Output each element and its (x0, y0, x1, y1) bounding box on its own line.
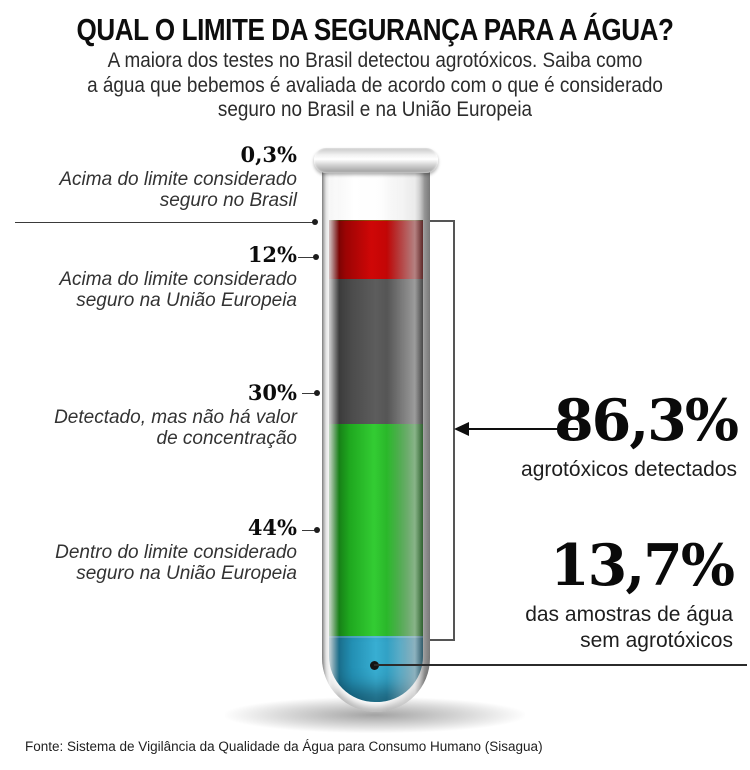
desc-within-eu-limit: Dentro do limite considerado seguro na U… (55, 542, 297, 584)
label-above-brazil-limit: 0,3% Acima do limite considerado seguro … (59, 142, 297, 211)
subtitle-line-2: a água que bebemos é avaliada de acordo … (87, 73, 663, 97)
pct-above-eu-limit: 12% (247, 242, 297, 267)
no-agrotoxics-value: 13,7% (550, 532, 735, 599)
test-tube (322, 168, 430, 712)
pointer-dot-detected (314, 390, 320, 396)
callout-line: das amostras de água (525, 603, 733, 626)
pointer-dot-eu-limit (313, 254, 319, 260)
desc-line: seguro no Brasil (159, 189, 297, 211)
subtitle-line-3: seguro no Brasil e na União Europeia (217, 98, 533, 121)
pointer-line-brazil-limit (15, 222, 314, 223)
label-within-eu-limit: 44% Dentro do limite considerado seguro … (55, 515, 297, 584)
label-above-eu-limit: 12% Acima do limite considerado seguro n… (59, 242, 297, 311)
desc-line: de concentração (156, 427, 298, 449)
source-note: Fonte: Sistema de Vigilância da Qualidad… (25, 739, 543, 754)
subtitle-line-1: A maiora dos testes no Brasil detectou a… (107, 49, 643, 72)
desc-line: Acima do limite considerado (59, 269, 297, 290)
segment-detected-no-value (329, 279, 423, 424)
segment-within-eu-limit (329, 423, 423, 636)
pct-detected-no-value: 30% (247, 380, 297, 405)
pct-within-eu-limit: 44% (247, 515, 297, 540)
desc-above-brazil-limit: Acima do limite considerado seguro no Br… (59, 169, 297, 211)
pointer-dot-brazil-limit (312, 219, 318, 225)
tube-rim (314, 148, 438, 173)
pointer-line-within-limit (302, 530, 316, 531)
callout-detected-total: 86,3% agrotóxicos detectados (521, 387, 739, 483)
callout-line: sem agrotóxicos (580, 629, 733, 652)
segment-above-eu-limit (329, 221, 423, 280)
left-arrow-icon (454, 422, 469, 436)
no-agrotoxics-label: das amostras de água sem agrotóxicos (525, 602, 733, 654)
page-subtitle: A maiora dos testes no Brasil detectou a… (38, 49, 713, 123)
desc-line: Acima do limite considerado (59, 169, 297, 190)
desc-line: seguro na União Europeia (76, 289, 297, 311)
pointer-dot-within-limit (314, 527, 320, 533)
detected-total-label: agrotóxicos detectados (521, 458, 737, 481)
detected-total-value: 86,3% (554, 387, 739, 454)
detected-total-bracket (430, 220, 455, 641)
page-title: QUAL O LIMITE DA SEGURANÇA PARA A ÁGUA? (76, 12, 674, 47)
pointer-line-detected (302, 393, 316, 394)
detected-total-pointer-line (468, 428, 578, 430)
desc-line: Detectado, mas não há valor (54, 407, 297, 428)
pointer-line-eu-limit (298, 257, 315, 258)
desc-above-eu-limit: Acima do limite considerado seguro na Un… (59, 269, 297, 311)
desc-line: Dentro do limite considerado (55, 542, 297, 563)
tube-liquid-stack (329, 220, 423, 702)
desc-line: seguro na União Europeia (76, 562, 297, 584)
pct-above-brazil-limit: 0,3% (240, 142, 298, 167)
pointer-line-no-agrotoxics (374, 664, 747, 666)
label-detected-no-value: 30% Detectado, mas não há valor de conce… (54, 380, 297, 449)
callout-no-agrotoxics: 13,7% das amostras de água sem agrotóxic… (525, 532, 735, 654)
desc-detected-no-value: Detectado, mas não há valor de concentra… (54, 407, 298, 449)
